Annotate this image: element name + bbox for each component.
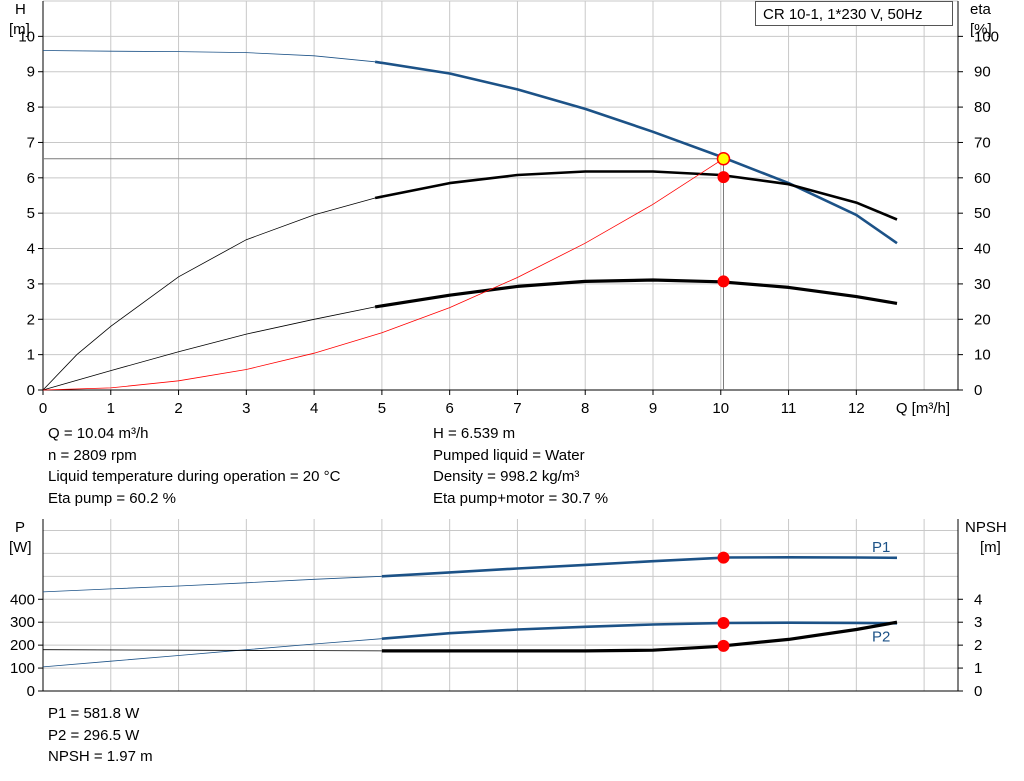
p1-line bbox=[381, 556, 898, 578]
qh-tick-label-x: 8 bbox=[581, 400, 589, 417]
power-curve-2-line bbox=[381, 620, 898, 653]
qh-curve-3-thin bbox=[42, 158, 724, 391]
qh-tick-label-right: 30 bbox=[974, 276, 991, 293]
info-flow: Q = 10.04 m³/h bbox=[48, 425, 149, 442]
info-top-left: Q = 10.04 m³/h n = 2809 rpm Liquid tempe… bbox=[48, 423, 340, 509]
qh-curve-1-line bbox=[374, 170, 898, 221]
qh-tick-label-right: 90 bbox=[974, 64, 991, 81]
info-head: H = 6.539 m bbox=[433, 425, 516, 442]
qh-tick-label-right: 40 bbox=[974, 241, 991, 258]
power-tick-label-left: 200 bbox=[10, 637, 35, 654]
p1-label: P1 bbox=[872, 539, 890, 556]
qh-xlabel: Q [m³/h] bbox=[896, 400, 950, 417]
power-tick-label-right: 2 bbox=[974, 637, 982, 654]
info-eta-pump-motor: Eta pump+motor = 30.7 % bbox=[433, 489, 609, 507]
power-ylabel-right-name: NPSH bbox=[965, 519, 1007, 536]
info-top-right: H = 6.539 m Pumped liquid = Water Densit… bbox=[433, 423, 608, 509]
qh-tick-label-x: 0 bbox=[39, 400, 47, 417]
qh-tick-label-x: 11 bbox=[781, 400, 797, 417]
info-density: Density = 998.2 kg/m³ bbox=[433, 468, 580, 485]
qh-tick-label-x: 7 bbox=[513, 400, 521, 417]
p1-thin bbox=[42, 575, 382, 593]
qh-tick-label-x: 3 bbox=[242, 400, 250, 417]
qh-tick-label-left: 0 bbox=[27, 382, 35, 399]
info-eta-pump: Eta pump = 60.2 % bbox=[48, 489, 176, 507]
power-curve-2-thin bbox=[42, 649, 382, 652]
power-ylabel-left-unit: [W] bbox=[9, 539, 32, 556]
power-tick-label-right: 1 bbox=[974, 660, 982, 677]
qh-tick-label-x: 4 bbox=[310, 400, 318, 417]
qh-curve-0-thin bbox=[42, 50, 376, 63]
qh-tick-label-right: 60 bbox=[974, 170, 991, 187]
power-tick-label-left: 100 bbox=[10, 660, 35, 677]
qh-ylabel-right-unit: [%] bbox=[970, 21, 992, 38]
qh-tick-label-x: 12 bbox=[848, 400, 865, 417]
power-ylabel-right-unit: [m] bbox=[980, 539, 1001, 556]
qh-tick-label-right: 20 bbox=[974, 311, 991, 328]
qh-tick-label-x: 10 bbox=[712, 400, 729, 417]
qh-operating-point bbox=[717, 171, 730, 184]
power-ylabel-left-name: P bbox=[15, 519, 25, 536]
qh-tick-label-left: 6 bbox=[27, 170, 35, 187]
qh-ylabel-left-unit: [m] bbox=[9, 21, 30, 38]
info-p1: P1 = 581.8 W bbox=[48, 705, 140, 722]
info-liquid-temperature: Liquid temperature during operation = 20… bbox=[48, 468, 341, 485]
power-tick-label-right: 0 bbox=[974, 683, 982, 700]
qh-tick-label-right: 70 bbox=[974, 134, 991, 151]
power-tick-label-right: 3 bbox=[974, 614, 982, 631]
qh-tick-label-right: 80 bbox=[974, 99, 991, 116]
power-tick-label-left: 400 bbox=[10, 591, 35, 608]
qh-tick-label-left: 2 bbox=[27, 311, 35, 328]
qh-tick-label-right: 50 bbox=[974, 205, 991, 222]
qh-tick-label-x: 1 bbox=[107, 400, 115, 417]
qh-curve-0-line bbox=[374, 60, 898, 245]
qh-curve-1-thin bbox=[42, 197, 376, 391]
power-tick-label-right: 4 bbox=[974, 591, 982, 608]
p2-line bbox=[381, 621, 898, 640]
power-operating-point bbox=[717, 551, 730, 564]
qh-tick-label-left: 9 bbox=[27, 64, 35, 81]
qh-tick-label-left: 4 bbox=[27, 241, 35, 258]
power-tick-label-left: 0 bbox=[27, 683, 35, 700]
info-speed: n = 2809 rpm bbox=[48, 446, 137, 464]
qh-tick-label-left: 1 bbox=[27, 347, 35, 364]
qh-ylabel-left-name: H bbox=[15, 1, 26, 18]
qh-tick-label-x: 6 bbox=[445, 400, 453, 417]
info-pumped-liquid: Pumped liquid = Water bbox=[433, 446, 585, 464]
qh-tick-label-x: 2 bbox=[174, 400, 182, 417]
qh-ylabel-right-name: eta bbox=[970, 1, 992, 18]
info-npsh: NPSH = 1.97 m bbox=[48, 748, 153, 765]
info-p2: P2 = 296.5 W bbox=[48, 726, 140, 744]
power-operating-point bbox=[717, 617, 730, 630]
qh-tick-label-x: 5 bbox=[378, 400, 386, 417]
qh-tick-label-right: 100 bbox=[974, 28, 999, 45]
qh-tick-label-left: 8 bbox=[27, 99, 35, 116]
qh-tick-label-left: 5 bbox=[27, 205, 35, 222]
qh-tick-label-right: 10 bbox=[974, 347, 991, 364]
qh-tick-label-left: 7 bbox=[27, 134, 35, 151]
power-tick-label-left: 300 bbox=[10, 614, 35, 631]
qh-tick-label-x: 9 bbox=[649, 400, 657, 417]
qh-tick-label-left: 3 bbox=[27, 276, 35, 293]
power-operating-point bbox=[717, 639, 730, 652]
qh-tick-label-left: 10 bbox=[18, 28, 35, 45]
duty-point bbox=[716, 152, 731, 166]
qh-curve-2-line bbox=[374, 278, 898, 309]
qh-curve-2-thin bbox=[42, 306, 376, 391]
info-bottom: P1 = 581.8 W P2 = 296.5 W NPSH = 1.97 m bbox=[48, 703, 153, 768]
qh-tick-label-right: 0 bbox=[974, 382, 982, 399]
p2-label: P2 bbox=[872, 628, 890, 645]
p2-thin bbox=[42, 638, 382, 668]
qh-operating-point bbox=[717, 275, 730, 288]
pump-title: CR 10-1, 1*230 V, 50Hz bbox=[755, 1, 953, 26]
